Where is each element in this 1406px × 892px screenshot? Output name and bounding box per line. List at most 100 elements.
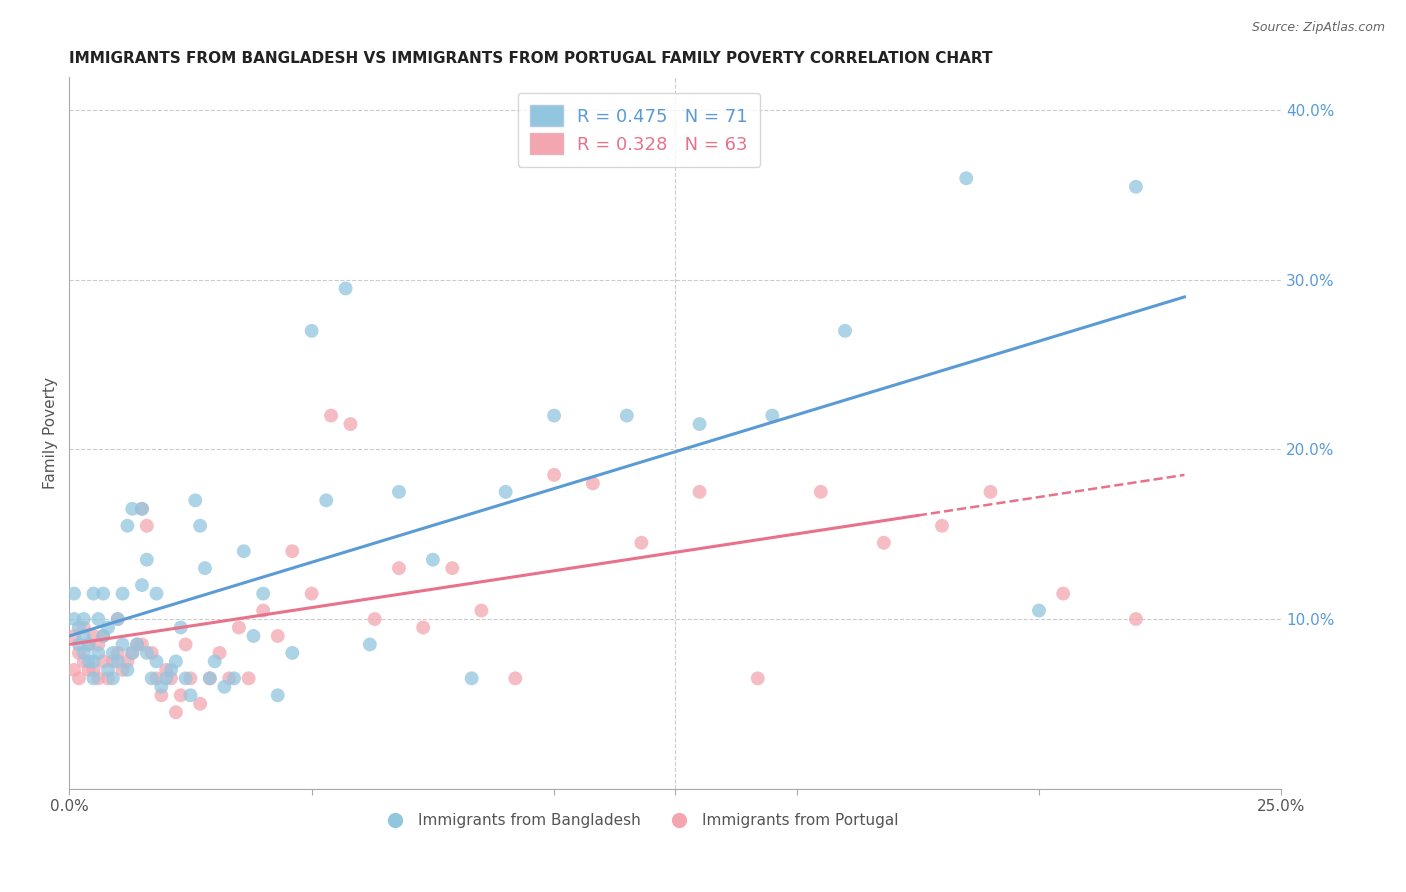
Point: [194, 561, 217, 575]
Point: [747, 671, 769, 685]
Point: [63, 629, 86, 643]
Point: [359, 637, 381, 651]
Point: [165, 654, 187, 668]
Point: [73, 620, 96, 634]
Point: [82, 586, 104, 600]
Point: [91, 629, 114, 643]
Point: [188, 697, 211, 711]
Point: [67, 671, 90, 685]
Point: [170, 620, 193, 634]
Point: [77, 637, 100, 651]
Point: [281, 544, 304, 558]
Point: [73, 612, 96, 626]
Point: [388, 561, 411, 575]
Point: [208, 646, 231, 660]
Point: [97, 620, 120, 634]
Point: [111, 637, 134, 651]
Point: [979, 484, 1001, 499]
Point: [121, 501, 143, 516]
Point: [174, 671, 197, 685]
Point: [77, 663, 100, 677]
Point: [495, 484, 517, 499]
Point: [131, 637, 153, 651]
Point: [630, 535, 652, 549]
Point: [63, 663, 86, 677]
Point: [761, 409, 783, 423]
Point: [315, 493, 337, 508]
Point: [188, 518, 211, 533]
Point: [145, 654, 167, 668]
Point: [267, 688, 290, 702]
Point: [73, 646, 96, 660]
Point: [107, 646, 129, 660]
Point: [1125, 179, 1147, 194]
Point: [582, 476, 605, 491]
Point: [242, 629, 264, 643]
Point: [87, 612, 110, 626]
Point: [111, 663, 134, 677]
Point: [82, 671, 104, 685]
Point: [117, 663, 139, 677]
Point: [101, 654, 124, 668]
Legend: Immigrants from Bangladesh, Immigrants from Portugal: Immigrants from Bangladesh, Immigrants f…: [374, 807, 904, 834]
Point: [1125, 612, 1147, 626]
Point: [91, 654, 114, 668]
Point: [1028, 603, 1050, 617]
Point: [101, 671, 124, 685]
Point: [834, 324, 856, 338]
Point: [174, 637, 197, 651]
Point: [388, 484, 411, 499]
Point: [135, 646, 157, 660]
Point: [319, 409, 342, 423]
Point: [689, 417, 711, 431]
Point: [363, 612, 385, 626]
Point: [155, 671, 177, 685]
Point: [267, 629, 290, 643]
Point: [179, 688, 201, 702]
Point: [218, 671, 240, 685]
Point: [121, 646, 143, 660]
Point: [470, 603, 492, 617]
Point: [82, 629, 104, 643]
Point: [87, 671, 110, 685]
Point: [170, 688, 193, 702]
Point: [252, 586, 274, 600]
Point: [97, 671, 120, 685]
Point: [145, 671, 167, 685]
Point: [214, 680, 236, 694]
Point: [931, 518, 953, 533]
Point: [301, 586, 323, 600]
Point: [238, 671, 260, 685]
Point: [179, 671, 201, 685]
Point: [91, 629, 114, 643]
Point: [335, 281, 357, 295]
Point: [339, 417, 361, 431]
Point: [67, 620, 90, 634]
Point: [121, 646, 143, 660]
Point: [150, 680, 173, 694]
Point: [107, 612, 129, 626]
Point: [77, 637, 100, 651]
Point: [117, 654, 139, 668]
Point: [127, 637, 149, 651]
Point: [222, 671, 245, 685]
Point: [107, 654, 129, 668]
Point: [82, 663, 104, 677]
Point: [422, 552, 444, 566]
Text: Source: ZipAtlas.com: Source: ZipAtlas.com: [1251, 21, 1385, 34]
Point: [184, 493, 207, 508]
Point: [101, 646, 124, 660]
Point: [412, 620, 434, 634]
Point: [155, 663, 177, 677]
Point: [689, 484, 711, 499]
Point: [141, 671, 163, 685]
Point: [67, 637, 90, 651]
Point: [63, 586, 86, 600]
Point: [505, 671, 527, 685]
Point: [150, 688, 173, 702]
Point: [141, 646, 163, 660]
Point: [1052, 586, 1074, 600]
Point: [252, 603, 274, 617]
Point: [87, 637, 110, 651]
Point: [955, 171, 977, 186]
